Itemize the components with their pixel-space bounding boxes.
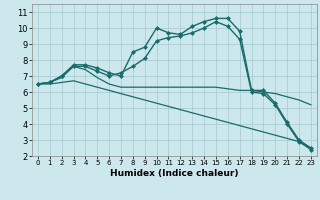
X-axis label: Humidex (Indice chaleur): Humidex (Indice chaleur) xyxy=(110,169,239,178)
